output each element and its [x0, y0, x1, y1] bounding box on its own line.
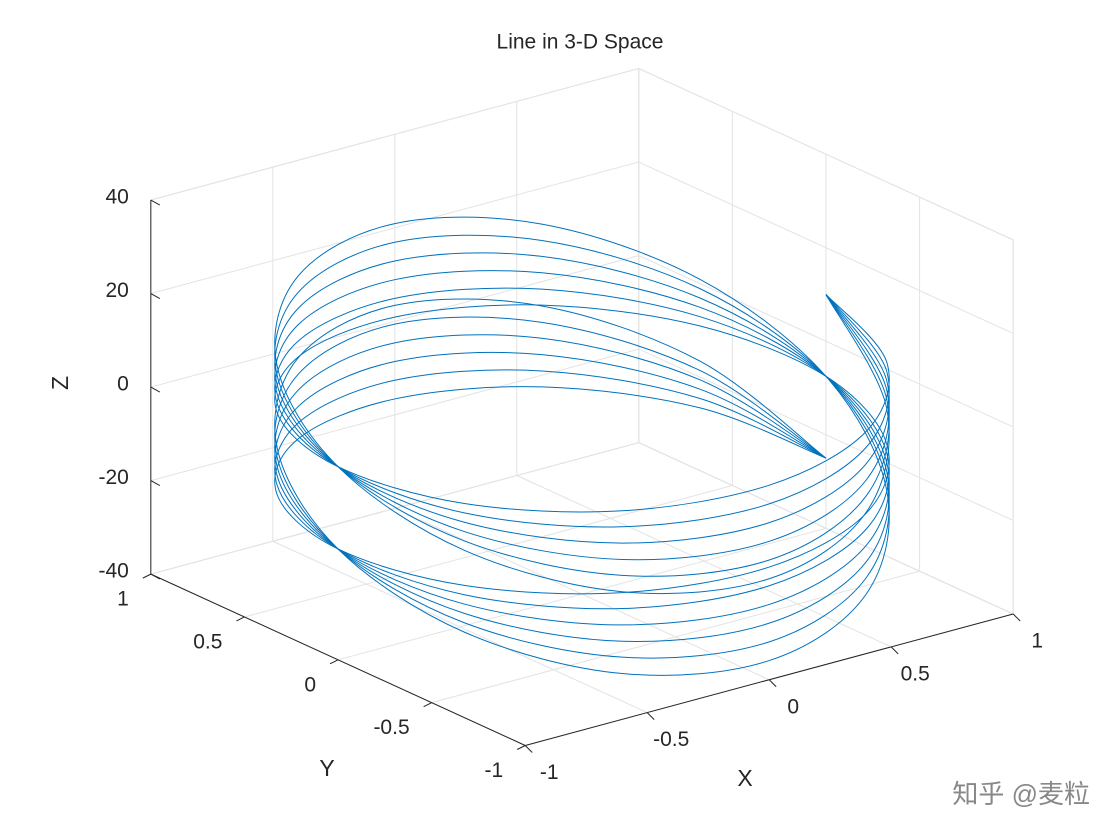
z-tick-label: 20 [105, 279, 128, 302]
grid-line [150, 68, 639, 201]
grid-line [638, 255, 1014, 428]
chart-title: Line in 3-D Space [497, 31, 664, 54]
z-tick [150, 573, 161, 580]
x-axis-label: X [737, 765, 752, 791]
y-tick [517, 745, 526, 750]
y-tick-label: 0.5 [193, 631, 222, 654]
z-tick-label: 0 [117, 373, 129, 396]
x-tick [890, 646, 899, 655]
grid-line [150, 442, 639, 575]
x-axis-line [525, 613, 1014, 746]
z-tick [150, 386, 161, 393]
z-tick [150, 199, 161, 206]
grid-line [638, 68, 1014, 241]
x-tick-label: 0.5 [901, 662, 930, 685]
x-tick-label: 1 [1031, 630, 1043, 653]
z-tick [150, 480, 161, 487]
x-tick [768, 679, 777, 688]
grid-line [150, 348, 639, 482]
z-tick-label: -20 [98, 466, 128, 489]
y-tick-label: -0.5 [373, 716, 409, 739]
grid-line [431, 570, 920, 704]
x-tick [646, 712, 655, 720]
z-axis-label: Z [47, 376, 73, 390]
grid-line [150, 255, 639, 388]
x-tick [1012, 613, 1021, 622]
y-tick [142, 573, 152, 579]
z-tick-label: 40 [105, 186, 128, 209]
y-tick-label: -1 [485, 759, 504, 782]
y-tick [236, 616, 245, 622]
grid-line [638, 348, 1014, 521]
y-tick [329, 659, 339, 665]
grid-line [638, 442, 1014, 615]
x-tick-label: 0 [787, 695, 799, 718]
grid-line [150, 161, 639, 295]
x-tick-label: -0.5 [653, 728, 689, 751]
x-tick-label: -1 [540, 761, 559, 784]
y-tick-label: 0 [304, 673, 316, 696]
watermark: 知乎 @麦粒 [952, 779, 1090, 809]
z-tick [150, 293, 161, 299]
grid-line [638, 161, 1014, 334]
grid-line [244, 484, 733, 618]
y-tick [423, 702, 432, 708]
z-tick-label: -40 [98, 560, 128, 583]
line-series [274, 216, 890, 676]
y-tick-label: 1 [117, 588, 129, 611]
y-axis-label: Y [319, 755, 334, 781]
x-tick [524, 745, 533, 753]
